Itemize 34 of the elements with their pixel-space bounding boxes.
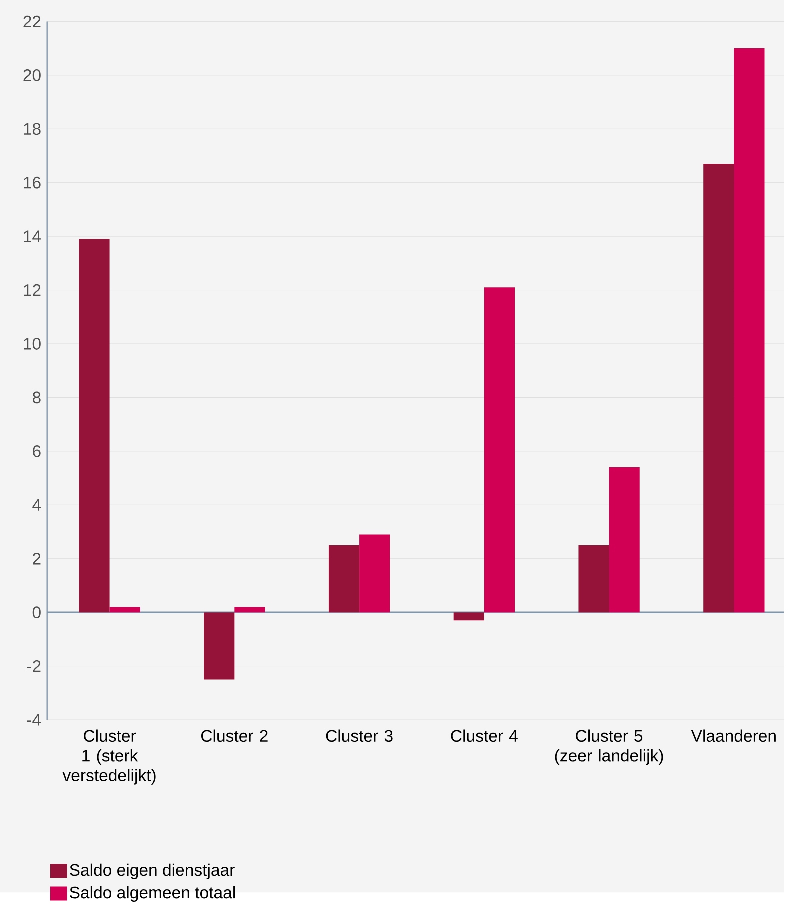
bar — [609, 468, 640, 613]
y-tick-label: -2 — [27, 660, 40, 672]
bar — [328, 545, 360, 613]
bar — [454, 612, 484, 621]
y-tick-label: 10 — [24, 338, 41, 350]
legend-label: Saldo eigen dienstjaar — [70, 864, 235, 880]
y-tick-label: 0 — [32, 606, 41, 619]
bar — [359, 534, 390, 613]
y-tick-label: 14 — [24, 230, 41, 242]
bar — [578, 545, 610, 613]
bar — [484, 288, 515, 613]
y-tick-label: 12 — [24, 284, 40, 296]
y-tick-label: 6 — [32, 446, 41, 458]
bar — [204, 612, 234, 680]
x-tick-label: Cluster 3 — [326, 730, 393, 742]
y-tick-label: 4 — [32, 499, 41, 511]
y-tick-label: 18 — [24, 123, 41, 136]
y-tick-label: 2 — [32, 553, 40, 565]
bar — [110, 607, 140, 613]
x-tick-label: Cluster 4 — [451, 730, 518, 742]
x-tick-label: Cluster 5 (zeer landelijk) — [555, 730, 663, 766]
bar — [234, 607, 266, 613]
y-tick-label: -4 — [27, 714, 41, 726]
x-tick-label: Vlaanderen — [691, 730, 776, 742]
y-tick-label: 16 — [24, 176, 41, 189]
x-tick-label: Cluster 1 (sterk verstedelijkt) — [62, 730, 156, 785]
legend-label: Saldo algemeen totaal — [70, 886, 235, 902]
y-tick-label: 8 — [32, 392, 41, 404]
bar — [703, 164, 734, 613]
x-tick-label: Cluster 2 — [201, 730, 268, 742]
y-tick-label: 20 — [24, 69, 41, 82]
y-tick-label: 22 — [24, 16, 40, 28]
bar — [734, 48, 765, 613]
bar — [78, 239, 110, 613]
